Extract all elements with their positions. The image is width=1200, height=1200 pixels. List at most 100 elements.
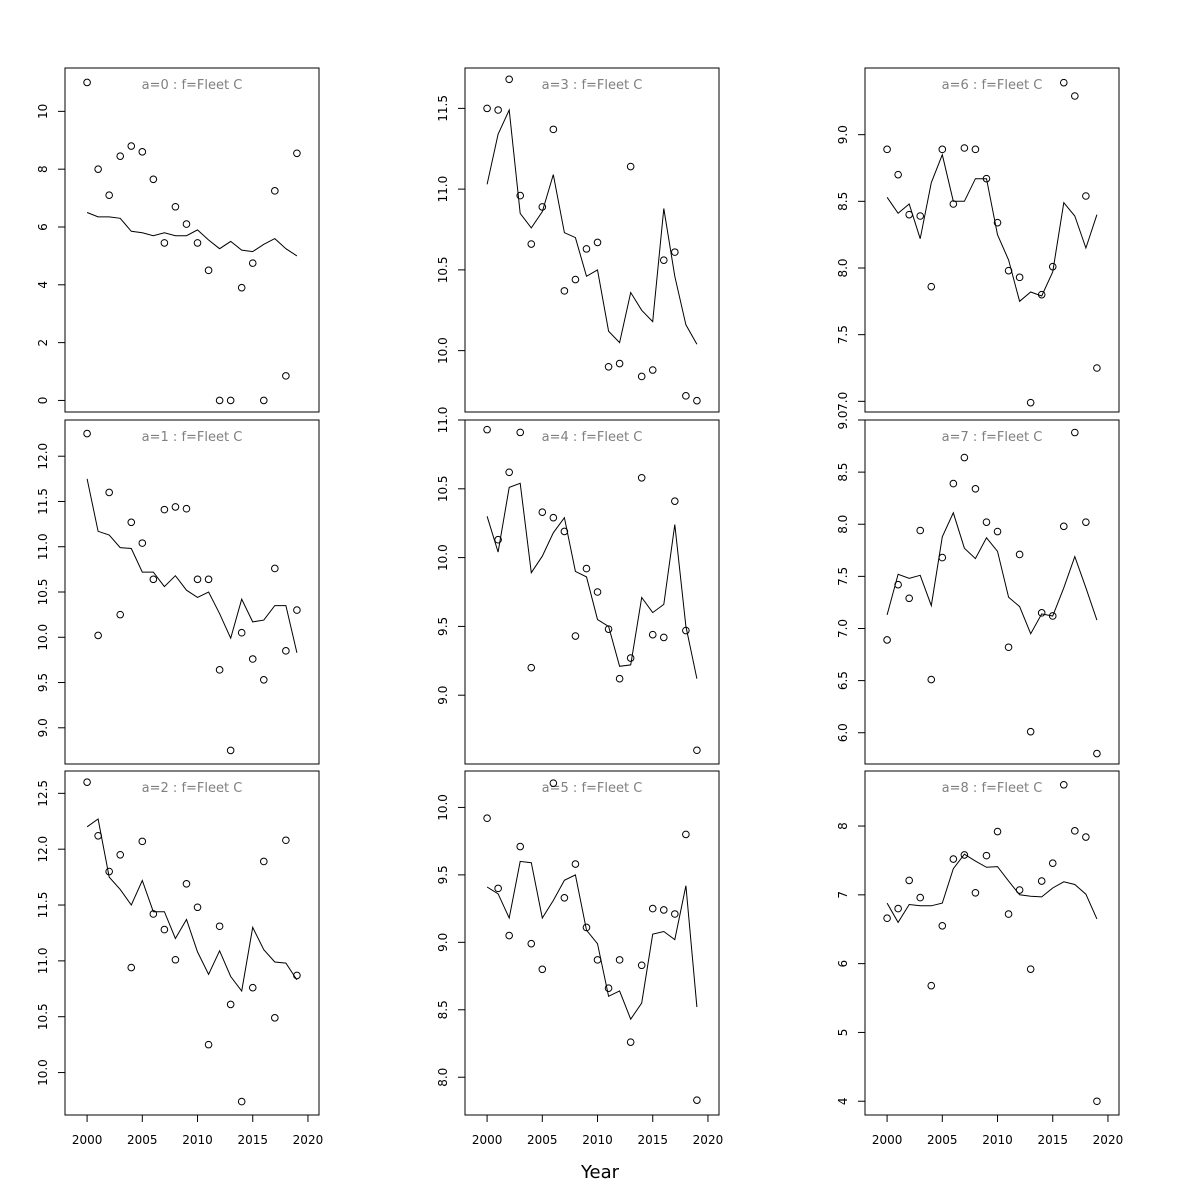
panel-6-observed-point xyxy=(1059,78,1068,87)
panel-4-observed-point xyxy=(516,428,525,437)
panel-8-ytick-label: 5 xyxy=(836,1029,850,1037)
panel-4-observed-point xyxy=(659,633,668,642)
panel-4-observed-point xyxy=(549,513,558,522)
panel-0-observed-point xyxy=(127,142,136,150)
panel-0-observed-point xyxy=(248,259,257,267)
panel-7-observed-point xyxy=(982,518,991,526)
panel-5-observed-point xyxy=(549,779,558,787)
panel-5-observed-point xyxy=(593,956,602,964)
panel-2-xtick-label: 2000 xyxy=(72,1133,103,1147)
panel-8-observed-point xyxy=(1037,877,1046,885)
panel-0-ytick-label: 0 xyxy=(36,397,50,405)
panel-1-observed-point xyxy=(248,655,257,663)
panel-2-observed-point xyxy=(94,831,102,840)
panel-8-observed-point xyxy=(927,981,936,990)
panel-2-ytick-label: 11.5 xyxy=(36,892,50,919)
panel-8-xtick-label: 2020 xyxy=(1093,1133,1124,1147)
panel-4-observed-point xyxy=(560,527,569,536)
panel-0-ytick-label: 2 xyxy=(36,339,50,347)
panel-6-observed-point xyxy=(883,145,891,154)
panel-8-observed-point xyxy=(982,851,991,860)
panel-2-observed-point xyxy=(248,983,257,992)
panel-4-frame xyxy=(464,419,720,765)
panel-8-observed-point xyxy=(993,827,1002,836)
panel-7-observed-point xyxy=(1082,518,1090,526)
panel-6-observed-point xyxy=(1093,364,1101,372)
panel-3-observed-point xyxy=(615,359,624,368)
panel-0-observed-point xyxy=(94,165,102,173)
panel-2-observed-point xyxy=(293,971,301,980)
panel-2-observed-point xyxy=(138,837,147,846)
panel-2-observed-point xyxy=(127,963,136,972)
panel-7-ytick-label: 7.5 xyxy=(836,567,850,586)
panel-6-observed-point xyxy=(927,282,936,291)
panel-2-ytick-label: 10.5 xyxy=(36,1003,50,1030)
panel-4-observed-point xyxy=(637,473,646,482)
panel-3-ytick-label: 11.5 xyxy=(436,95,450,122)
panel-0-observed-point xyxy=(293,149,301,158)
panel-1-observed-point xyxy=(271,564,279,573)
panel-6-observed-point xyxy=(905,210,913,219)
panel-8-ytick-label: 6 xyxy=(836,960,850,968)
panel-0-observed-point xyxy=(83,78,91,87)
panel-6-observed-point xyxy=(1015,273,1024,282)
panel-6-observed-point xyxy=(916,212,925,220)
panel-8-observed-point xyxy=(916,893,925,902)
panel-8-observed-point xyxy=(1026,965,1035,973)
panel-7-ytick-label: 8.0 xyxy=(836,515,850,534)
panel-8-frame xyxy=(864,770,1120,1116)
panel-2-observed-point xyxy=(171,955,180,964)
panel-6-ytick-label: 8.0 xyxy=(836,258,850,277)
panel-5-observed-point xyxy=(516,842,525,851)
panel-0-observed-point xyxy=(259,396,268,405)
panel-1-ytick-label: 11.5 xyxy=(36,488,50,515)
panel-1-observed-point xyxy=(215,666,224,674)
panel-8-observed-point xyxy=(1059,780,1068,789)
panel-1-ytick-label: 9.0 xyxy=(36,718,50,737)
panel-2-observed-point xyxy=(83,778,91,786)
panel-0-observed-point xyxy=(138,148,147,156)
panel-7-observed-point xyxy=(1037,609,1046,617)
panel-2-observed-point xyxy=(149,910,158,918)
panel-3-observed-point xyxy=(549,125,558,134)
panel-4-observed-point xyxy=(527,663,536,672)
panel-1-observed-point xyxy=(160,505,169,514)
panel-7-ytick-label: 9.0 xyxy=(836,410,850,429)
panel-7-observed-point xyxy=(938,553,947,562)
panel-2-observed-point xyxy=(116,850,125,859)
panel-0-observed-point xyxy=(160,239,169,247)
panel-4-observed-point xyxy=(626,654,635,662)
panel-7-observed-point xyxy=(883,636,891,644)
panel-7-frame xyxy=(864,419,1120,765)
panel-6-ytick-label: 7.0 xyxy=(836,392,850,411)
panel-6-observed-point xyxy=(1071,92,1079,100)
panel-2-observed-point xyxy=(226,1000,235,1009)
panel-3-observed-point xyxy=(560,287,569,295)
panel-1-observed-point xyxy=(293,606,301,614)
panel-4-observed-point xyxy=(582,564,591,573)
panel-4-ytick-label: 9.0 xyxy=(436,686,450,705)
panel-1-ytick-label: 10.5 xyxy=(36,579,50,606)
panel-2-observed-point xyxy=(271,1014,279,1022)
panel-5-observed-point xyxy=(560,894,569,902)
panel-3-observed-point xyxy=(538,203,547,211)
panel-1-observed-point xyxy=(237,628,246,637)
panel-0-observed-point xyxy=(193,239,202,247)
panel-5-xtick-label: 2015 xyxy=(637,1133,668,1147)
panel-0-observed-point xyxy=(105,191,113,199)
panel-1-fitted-line xyxy=(86,478,298,653)
panel-6-observed-point xyxy=(938,145,947,154)
panel-7-fitted-line xyxy=(886,511,1098,635)
panel-1-observed-point xyxy=(127,518,136,527)
panel-3-observed-point xyxy=(505,75,513,84)
panel-8-xtick-label: 2010 xyxy=(982,1133,1013,1147)
panel-8-observed-point xyxy=(971,888,980,897)
panel-8-observed-point xyxy=(1071,827,1079,835)
panel-0-fitted-line xyxy=(86,212,298,257)
panel-7-ytick-label: 8.5 xyxy=(836,463,850,482)
panel-5-observed-point xyxy=(571,860,580,868)
panel-6-fitted-line xyxy=(886,153,1098,303)
panel-3-observed-point xyxy=(593,238,602,247)
panel-2-observed-point xyxy=(105,867,113,876)
